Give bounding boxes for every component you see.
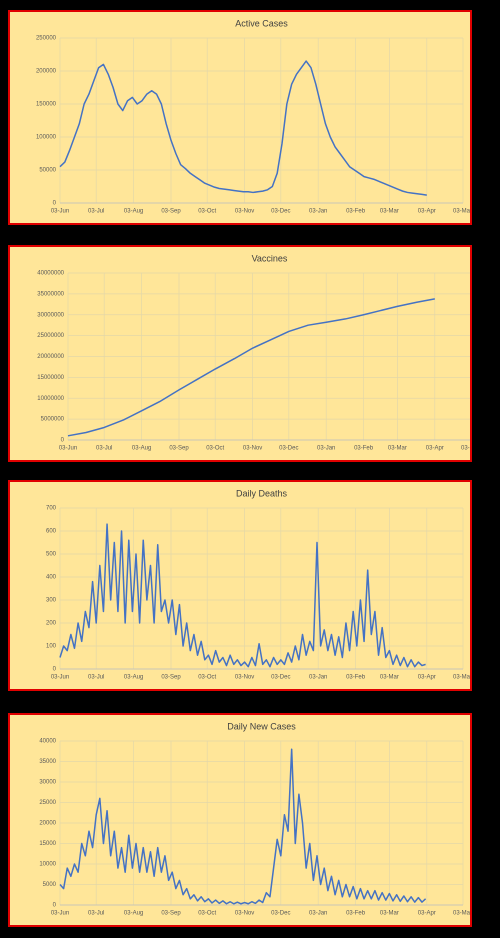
chart: Vaccines 0 5000000 10000000 15000000 20000000… [37, 253, 470, 452]
chart-title: Vaccines [252, 253, 288, 263]
y-tick-label: 500 [46, 552, 57, 558]
x-tick-label: 03-Feb [346, 675, 366, 681]
y-tick-label: 35000 [39, 759, 56, 765]
x-tick-label: 03-Nov [235, 675, 254, 681]
x-tick-label: 03-Sep [169, 446, 189, 452]
x-tick-label: 03-Jan [309, 911, 327, 917]
y-tick-label: 200000 [36, 69, 57, 75]
x-tick-label: 03-Dec [271, 209, 290, 215]
x-tick-label: 03-Sep [161, 209, 181, 215]
y-tick-label: 10000 [39, 862, 56, 868]
x-tick-label: 03-Aug [124, 675, 143, 681]
y-tick-label: 10000000 [37, 396, 64, 402]
y-tick-label: 50000 [39, 168, 56, 174]
y-tick-label: 25000 [39, 800, 56, 806]
y-tick-label: 5000 [43, 882, 57, 888]
y-tick-label: 0 [53, 201, 57, 207]
chart: Daily Deaths 0 100 200 300 400 500 600 700 03-Jun… [46, 488, 470, 681]
y-tick-label: 100 [46, 644, 57, 650]
x-tick-label: 03-Jul [96, 446, 112, 452]
x-tick-label: 03-Nov [235, 209, 254, 215]
y-tick-label: 15000 [39, 841, 56, 847]
x-tick-label: 03-May [453, 911, 470, 917]
x-tick-label: 03-Oct [198, 911, 216, 917]
x-tick-label: 03-Oct [198, 675, 216, 681]
y-tick-label: 20000000 [37, 354, 64, 360]
data-line [59, 748, 427, 905]
x-tick-label: 03-Aug [124, 911, 143, 917]
x-tick-label: 03-Jul [88, 911, 104, 917]
x-tick-label: 03-Nov [243, 446, 262, 452]
x-tick-label: 03-Mar [380, 209, 399, 215]
x-tick-label: 03-Apr [426, 446, 444, 452]
y-tick-label: 300 [46, 598, 57, 604]
x-tick-label: 03-Aug [124, 209, 143, 215]
x-tick-label: 03-Dec [279, 446, 298, 452]
y-tick-label: 40000 [39, 739, 56, 745]
y-tick-label: 0 [53, 667, 57, 673]
y-tick-label: 30000 [39, 780, 56, 786]
x-tick-label: 03-Dec [271, 911, 290, 917]
chart-panel: Vaccines 0 5000000 10000000 15000000 20000000… [8, 245, 472, 462]
chart-panel: Daily New Cases 0 5000 10000 15000 20000 25000… [8, 713, 472, 927]
x-tick-label: 03-Apr [418, 675, 436, 681]
x-tick-label: 03-Sep [161, 911, 181, 917]
x-tick-label: 03-Jun [51, 911, 69, 917]
y-tick-label: 15000000 [37, 375, 64, 381]
y-tick-label: 5000000 [41, 417, 65, 423]
x-tick-label: 03-Jan [317, 446, 335, 452]
chart: Daily New Cases 0 5000 10000 15000 20000 25000… [39, 721, 470, 917]
x-tick-label: 03-Feb [346, 209, 366, 215]
y-tick-label: 700 [46, 506, 57, 512]
chart-title: Active Cases [235, 18, 288, 28]
x-tick-label: 03-Mar [388, 446, 407, 452]
y-tick-label: 0 [53, 903, 57, 909]
y-tick-label: 40000000 [37, 271, 64, 277]
x-tick-label: 03-Apr [418, 209, 436, 215]
x-tick-label: 03-Jun [51, 675, 69, 681]
x-tick-label: 03-Jul [88, 675, 104, 681]
y-tick-label: 100000 [36, 135, 57, 141]
y-tick-label: 30000000 [37, 312, 64, 318]
x-tick-label: 03-Jan [309, 209, 327, 215]
data-line [67, 298, 435, 437]
chart-title: Daily Deaths [236, 488, 288, 498]
chart-panel: Daily Deaths 0 100 200 300 400 500 600 700 03-Jun… [8, 480, 472, 691]
x-tick-label: 03-Oct [198, 209, 216, 215]
y-tick-label: 250000 [36, 36, 57, 42]
x-tick-label: 03-Dec [271, 675, 290, 681]
chart-title: Daily New Cases [227, 721, 296, 731]
x-tick-label: 03-Jun [51, 209, 69, 215]
y-tick-label: 20000 [39, 821, 56, 827]
x-tick-label: 03-Mar [380, 911, 399, 917]
x-tick-label: 03-Sep [161, 675, 181, 681]
chart-panel: Active Cases 0 50000 100000 150000 200000 2500… [8, 10, 472, 225]
x-tick-label: 03-May [461, 446, 470, 452]
x-tick-label: 03-May [453, 209, 470, 215]
data-line [59, 60, 427, 196]
y-tick-label: 150000 [36, 102, 57, 108]
x-tick-label: 03-Apr [418, 911, 436, 917]
x-tick-label: 03-Jan [309, 675, 327, 681]
y-tick-label: 600 [46, 529, 57, 535]
y-tick-label: 400 [46, 575, 57, 581]
x-tick-label: 03-Nov [235, 911, 254, 917]
x-tick-label: 03-Feb [346, 911, 366, 917]
y-tick-label: 200 [46, 621, 57, 627]
x-tick-label: 03-Aug [132, 446, 151, 452]
x-tick-label: 03-May [453, 675, 470, 681]
x-tick-label: 03-Jun [59, 446, 77, 452]
y-tick-label: 25000000 [37, 333, 64, 339]
y-tick-label: 35000000 [37, 291, 64, 297]
chart: Active Cases 0 50000 100000 150000 200000 2500… [36, 18, 470, 215]
data-line [59, 523, 426, 668]
x-tick-label: 03-Oct [206, 446, 224, 452]
x-tick-label: 03-Mar [380, 675, 399, 681]
x-tick-label: 03-Feb [354, 446, 374, 452]
x-tick-label: 03-Jul [88, 209, 104, 215]
y-tick-label: 0 [61, 438, 65, 444]
